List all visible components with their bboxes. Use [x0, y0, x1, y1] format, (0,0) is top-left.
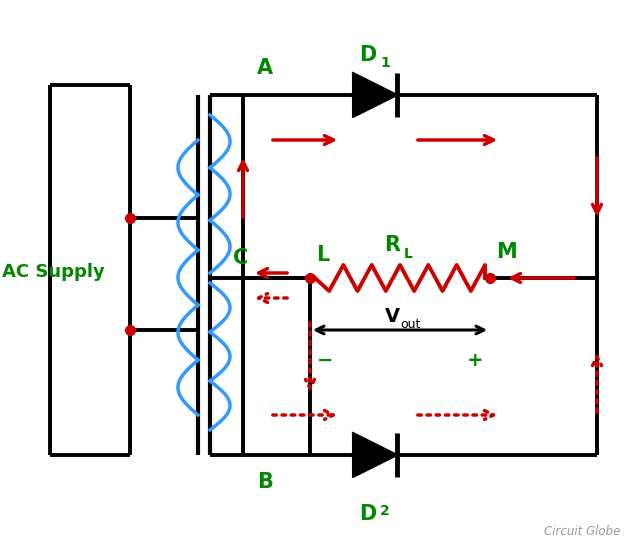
Text: −: − — [317, 350, 333, 370]
Text: +: + — [466, 350, 483, 370]
Text: R: R — [384, 235, 400, 255]
Polygon shape — [353, 73, 397, 117]
Text: Circuit Globe: Circuit Globe — [544, 525, 620, 538]
Text: L: L — [404, 247, 413, 261]
Text: 1: 1 — [380, 56, 390, 70]
Text: M: M — [496, 242, 517, 262]
Text: out: out — [400, 318, 420, 331]
Polygon shape — [353, 433, 397, 477]
Text: A: A — [257, 58, 273, 78]
Text: D: D — [359, 504, 377, 524]
Text: V: V — [385, 307, 400, 326]
Text: B: B — [257, 472, 273, 492]
Text: AC Supply: AC Supply — [2, 263, 105, 281]
Text: L: L — [316, 245, 329, 265]
Text: 2: 2 — [380, 504, 390, 518]
Text: D: D — [359, 45, 377, 65]
Text: C: C — [233, 248, 248, 268]
